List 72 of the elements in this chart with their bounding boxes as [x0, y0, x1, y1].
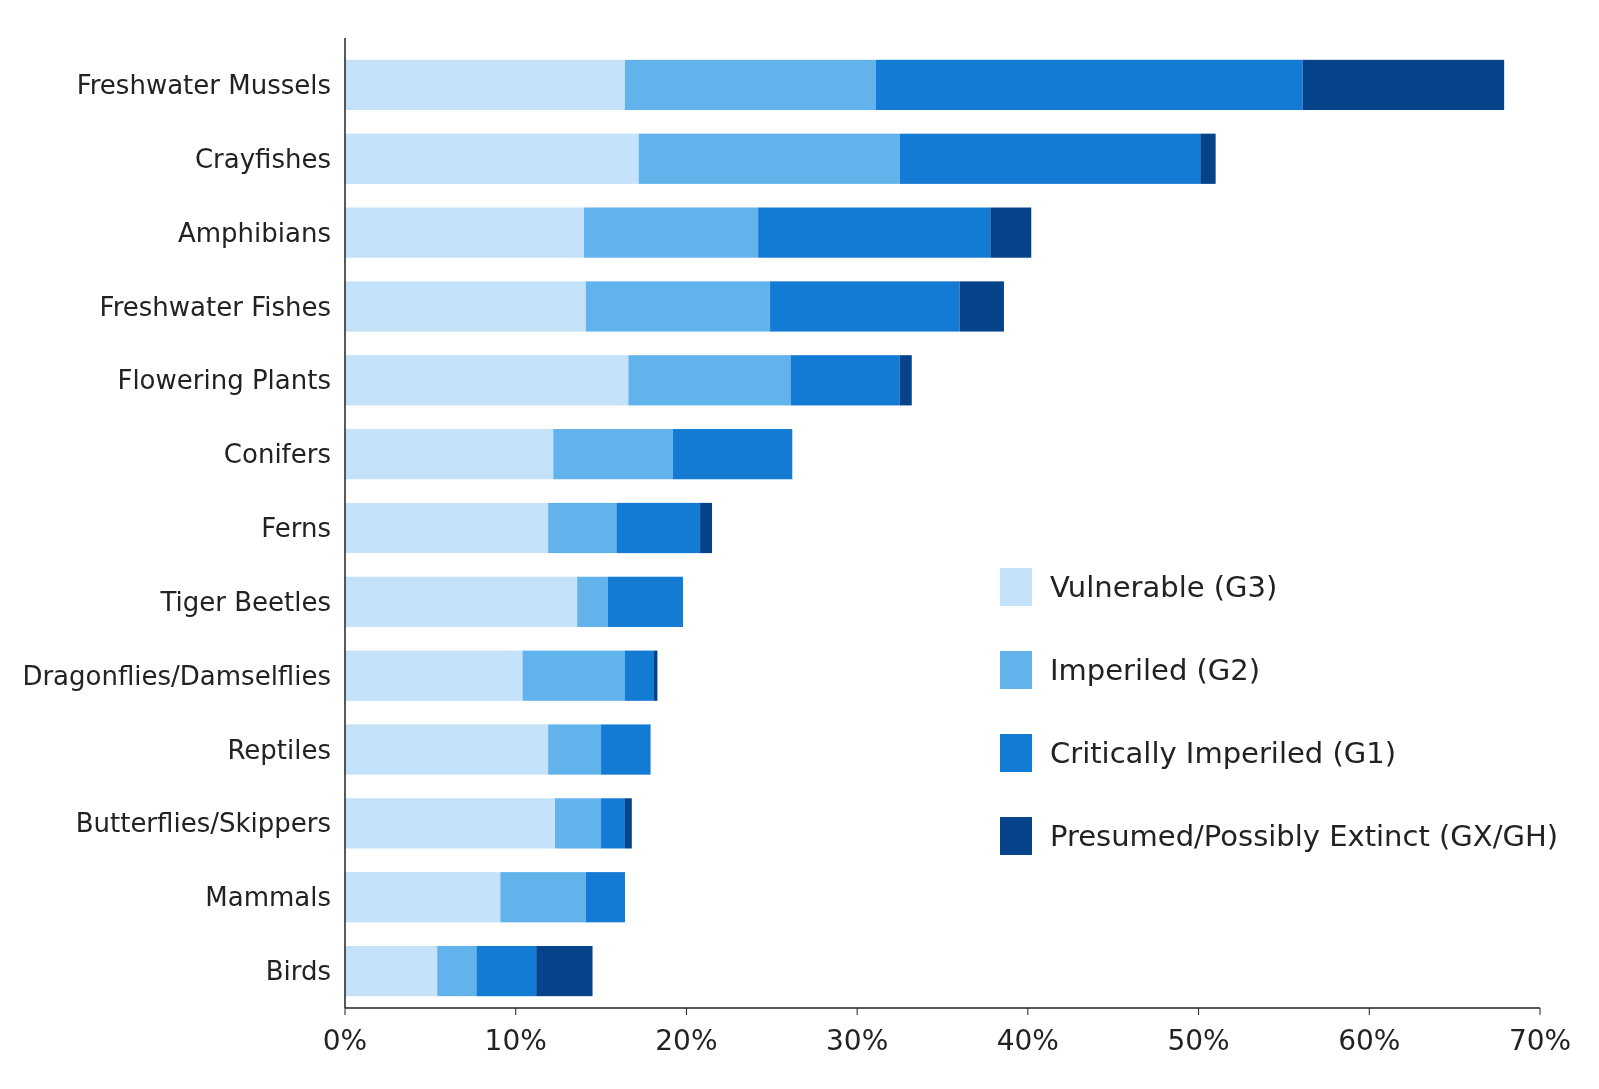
legend-label: Presumed/Possibly Extinct (GX/GH): [1050, 819, 1559, 854]
bar: [638, 133, 900, 184]
bar: [345, 59, 625, 111]
bar: [601, 798, 625, 849]
y-tick-label: Birds: [265, 956, 331, 987]
bar: [437, 945, 477, 997]
y-tick-label: Amphibians: [177, 217, 331, 248]
bar: [476, 945, 537, 997]
bar: [536, 945, 593, 997]
bar: [500, 872, 586, 923]
bar: [616, 502, 701, 554]
bar: [770, 281, 960, 332]
y-tick-label: Ferns: [261, 513, 331, 544]
bar: [624, 59, 876, 111]
bar: [577, 576, 608, 627]
x-tick-label: 60%: [1338, 1024, 1401, 1057]
bar: [700, 502, 713, 554]
bar: [345, 945, 438, 997]
x-tick-label: 20%: [655, 1024, 718, 1057]
bar: [1302, 59, 1505, 111]
bar: [345, 429, 554, 480]
x-tick-label: 50%: [1167, 1024, 1230, 1057]
y-tick-label: Tiger Beetles: [159, 586, 331, 617]
y-tick-label: Dragonflies/Damselflies: [22, 660, 331, 691]
bar: [899, 133, 1201, 184]
bar: [345, 502, 549, 554]
y-tick-label: Mammals: [205, 882, 331, 913]
bar: [585, 872, 625, 923]
bar: [345, 872, 501, 923]
bar: [990, 207, 1032, 258]
bar: [672, 429, 793, 480]
legend-label: Vulnerable (G3): [1050, 570, 1278, 605]
bar: [345, 724, 549, 775]
bar: [628, 355, 791, 406]
x-tick-label: 40%: [996, 1024, 1059, 1057]
legend-label: Imperiled (G2): [1050, 653, 1261, 688]
bar: [790, 355, 900, 406]
y-tick-label: Freshwater Mussels: [76, 70, 331, 101]
x-tick-label: 70%: [1508, 1024, 1572, 1057]
bar: [959, 281, 1004, 332]
bar: [345, 207, 584, 258]
bar: [899, 355, 912, 406]
bar: [624, 650, 654, 701]
x-tick-label: 0%: [322, 1024, 368, 1057]
y-tick-label: Crayfishes: [194, 143, 331, 174]
bar: [624, 798, 632, 849]
bar: [345, 133, 639, 184]
bar: [345, 281, 586, 332]
bar: [758, 207, 991, 258]
bar: [548, 724, 602, 775]
y-tick-label: Reptiles: [227, 734, 331, 765]
bar: [345, 798, 555, 849]
legend-label: Critically Imperiled (G1): [1050, 736, 1396, 771]
x-tick-label: 10%: [484, 1024, 547, 1057]
bar: [548, 502, 617, 554]
bar: [875, 59, 1303, 111]
bar: [585, 281, 771, 332]
y-tick-label: Butterflies/Skippers: [75, 808, 331, 839]
bar: [601, 724, 651, 775]
bar: [345, 355, 629, 406]
x-tick-label: 30%: [826, 1024, 889, 1057]
bar: [607, 576, 684, 627]
y-tick-label: Conifers: [223, 439, 331, 470]
bar: [1200, 133, 1216, 184]
bar: [522, 650, 625, 701]
bar: [345, 576, 578, 627]
bar: [345, 650, 523, 701]
bar: [554, 798, 602, 849]
bar: [553, 429, 673, 480]
bar: [584, 207, 759, 258]
y-tick-label: Flowering Plants: [117, 365, 331, 396]
y-tick-label: Freshwater Fishes: [99, 291, 331, 322]
